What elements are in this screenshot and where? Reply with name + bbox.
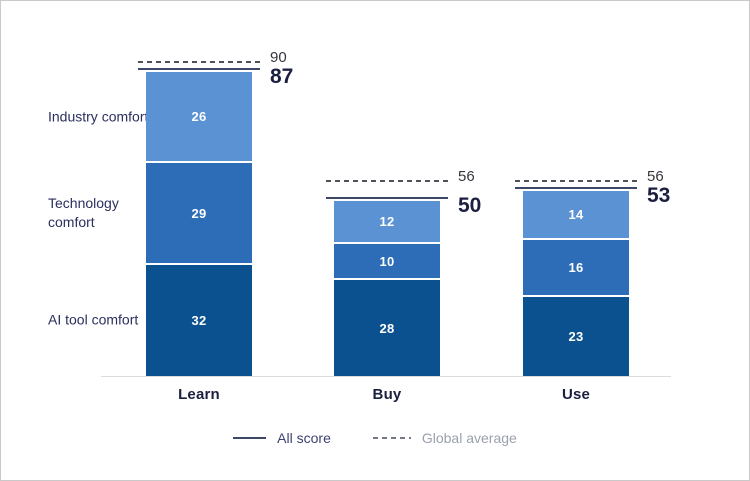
segment-value-label: 29	[191, 205, 207, 221]
all-score-line-icon	[233, 437, 267, 439]
global-average-value-use: 56	[647, 168, 664, 185]
segment-learn-industry-comfort: 26	[146, 71, 252, 162]
row-label-industry-comfort: Industry comfort	[48, 108, 149, 125]
legend-item-global-average: Global average	[372, 430, 517, 446]
bar-buy: 12 10 28	[334, 201, 440, 377]
row-label-ai-tool-comfort: AI tool comfort	[48, 311, 139, 328]
global-average-value-learn: 90	[270, 49, 287, 66]
all-score-value-learn: 87	[270, 64, 294, 88]
global-average-line-use	[515, 180, 637, 182]
global-average-line-learn	[138, 61, 260, 63]
segment-value-label: 10	[379, 253, 395, 269]
segment-learn-technology-comfort: 29	[146, 163, 252, 264]
segment-use-industry-comfort: 14	[523, 190, 629, 239]
segment-learn-ai-tool-comfort: 32	[146, 265, 252, 376]
all-score-value-use: 53	[647, 183, 671, 207]
segment-value-label: 32	[191, 313, 207, 329]
all-score-line-buy	[326, 197, 448, 199]
segment-value-label: 12	[379, 214, 395, 230]
global-average-dashed-line-icon	[372, 437, 411, 439]
legend-global-average-label: Global average	[421, 430, 517, 446]
bar-learn: 26 29 32	[146, 71, 252, 376]
segment-buy-ai-tool-comfort: 28	[334, 280, 440, 377]
segment-value-label: 14	[568, 206, 584, 222]
all-score-line-learn	[138, 67, 260, 70]
all-score-value-buy: 50	[458, 194, 482, 217]
legend-item-all-score: All score	[233, 430, 331, 446]
legend-all-score-label: All score	[277, 430, 331, 446]
segment-use-ai-tool-comfort: 23	[523, 297, 629, 376]
segment-buy-industry-comfort: 12	[334, 201, 440, 243]
global-average-line-buy	[326, 180, 448, 182]
legend: All score Global average	[1, 428, 749, 448]
category-label-learn: Learn	[178, 386, 220, 403]
category-label-use: Use	[561, 386, 591, 403]
segment-value-label: 23	[568, 329, 584, 345]
category-label-buy: Buy	[372, 386, 402, 403]
all-score-line-use	[515, 186, 637, 189]
segment-value-label: 16	[568, 260, 584, 276]
row-label-technology-comfort: Technology comfort	[48, 195, 119, 231]
x-axis-line	[101, 376, 671, 377]
bar-use: 14 16 23	[523, 190, 629, 376]
segment-buy-technology-comfort: 10	[334, 244, 440, 279]
segment-value-label: 28	[379, 320, 395, 336]
global-average-value-buy: 56	[458, 168, 475, 185]
segment-value-label: 26	[191, 108, 207, 124]
segment-use-technology-comfort: 16	[523, 240, 629, 296]
